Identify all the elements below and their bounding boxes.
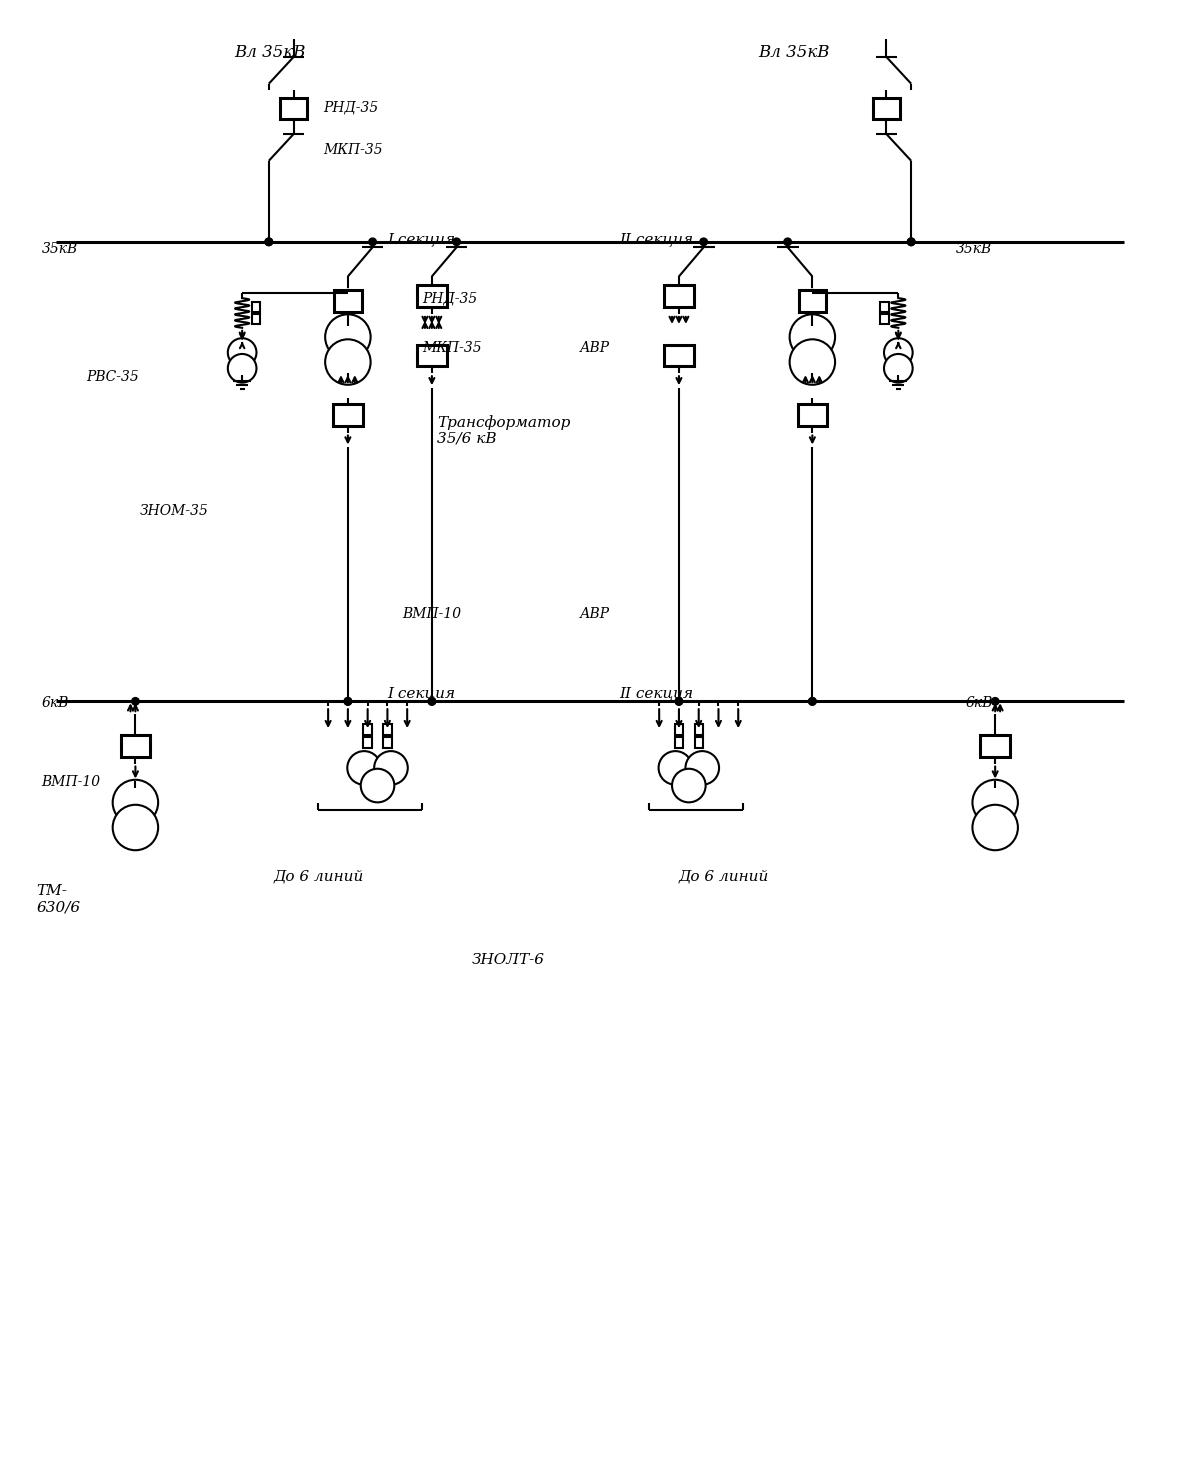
Text: ЗНОЛТ-6: ЗНОЛТ-6 <box>472 953 544 968</box>
Text: ВМП-10: ВМП-10 <box>41 775 100 789</box>
Circle shape <box>374 751 408 785</box>
Circle shape <box>808 697 817 705</box>
Bar <box>280 98 307 120</box>
Circle shape <box>453 238 460 246</box>
Bar <box>981 735 1010 757</box>
Text: 35кВ: 35кВ <box>956 241 992 256</box>
Bar <box>334 291 362 311</box>
Circle shape <box>675 697 683 705</box>
Circle shape <box>112 804 158 851</box>
Circle shape <box>428 697 435 705</box>
Bar <box>880 314 889 323</box>
Text: Вл 35кВ: Вл 35кВ <box>758 44 830 61</box>
Bar <box>873 98 900 120</box>
Circle shape <box>326 339 371 385</box>
Circle shape <box>884 338 912 367</box>
Circle shape <box>789 339 835 385</box>
Circle shape <box>884 354 912 383</box>
Circle shape <box>345 289 352 297</box>
Bar <box>417 285 447 307</box>
Circle shape <box>673 769 706 803</box>
Bar <box>664 345 694 367</box>
Circle shape <box>808 697 817 705</box>
Text: ВМП-10: ВМП-10 <box>402 608 461 621</box>
Bar <box>664 285 694 307</box>
Circle shape <box>972 804 1018 851</box>
Bar <box>363 737 372 747</box>
Circle shape <box>789 314 835 360</box>
Bar <box>120 735 150 757</box>
Text: ЗНОМ-35: ЗНОМ-35 <box>140 504 209 518</box>
Bar <box>695 724 703 735</box>
Circle shape <box>658 751 693 785</box>
Circle shape <box>326 314 371 360</box>
Circle shape <box>112 779 158 825</box>
Text: I секция: I секция <box>387 687 455 700</box>
Circle shape <box>132 697 139 705</box>
Text: I секция: I секция <box>387 232 455 246</box>
Text: II секция: II секция <box>620 232 694 246</box>
Bar <box>333 404 362 425</box>
Circle shape <box>428 697 435 705</box>
Circle shape <box>808 289 817 297</box>
Bar <box>384 737 392 747</box>
Text: До 6 линий: До 6 линий <box>274 870 365 883</box>
Bar <box>384 724 392 735</box>
Text: АВР: АВР <box>581 608 610 621</box>
Bar <box>417 345 447 367</box>
Bar <box>251 314 260 323</box>
Text: Трансформатор
35/6 кВ: Трансформатор 35/6 кВ <box>437 415 570 446</box>
Bar <box>251 303 260 313</box>
Circle shape <box>972 779 1018 825</box>
Bar <box>880 303 889 313</box>
Text: АВР: АВР <box>581 341 610 355</box>
Circle shape <box>369 238 376 246</box>
Circle shape <box>686 751 719 785</box>
Text: 35кВ: 35кВ <box>41 241 78 256</box>
Text: 6кВ: 6кВ <box>41 696 68 711</box>
Circle shape <box>784 238 792 246</box>
Circle shape <box>266 238 273 246</box>
Bar <box>798 404 827 425</box>
Circle shape <box>345 697 352 705</box>
Circle shape <box>228 338 256 367</box>
Circle shape <box>675 697 683 705</box>
Circle shape <box>266 238 273 246</box>
Text: До 6 линий: До 6 линий <box>678 870 769 883</box>
Bar <box>675 724 683 735</box>
Text: II секция: II секция <box>620 687 694 700</box>
Bar <box>799 291 826 311</box>
Circle shape <box>361 769 394 803</box>
Text: МКП-35: МКП-35 <box>422 341 481 355</box>
Text: РНД-35: РНД-35 <box>323 101 379 114</box>
Text: РВС-35: РВС-35 <box>86 370 139 385</box>
Text: МКП-35: МКП-35 <box>323 143 382 156</box>
Circle shape <box>347 751 381 785</box>
Text: РНД-35: РНД-35 <box>422 291 477 306</box>
Circle shape <box>345 697 352 705</box>
Text: ТМ-
630/6: ТМ- 630/6 <box>37 885 80 914</box>
Circle shape <box>991 697 999 705</box>
Text: Вл 35кВ: Вл 35кВ <box>235 44 306 61</box>
Text: 6кВ: 6кВ <box>965 696 992 711</box>
Circle shape <box>700 238 707 246</box>
Bar <box>695 737 703 747</box>
Circle shape <box>907 238 915 246</box>
Circle shape <box>907 238 915 246</box>
Bar <box>363 724 372 735</box>
Circle shape <box>228 354 256 383</box>
Bar <box>675 737 683 747</box>
